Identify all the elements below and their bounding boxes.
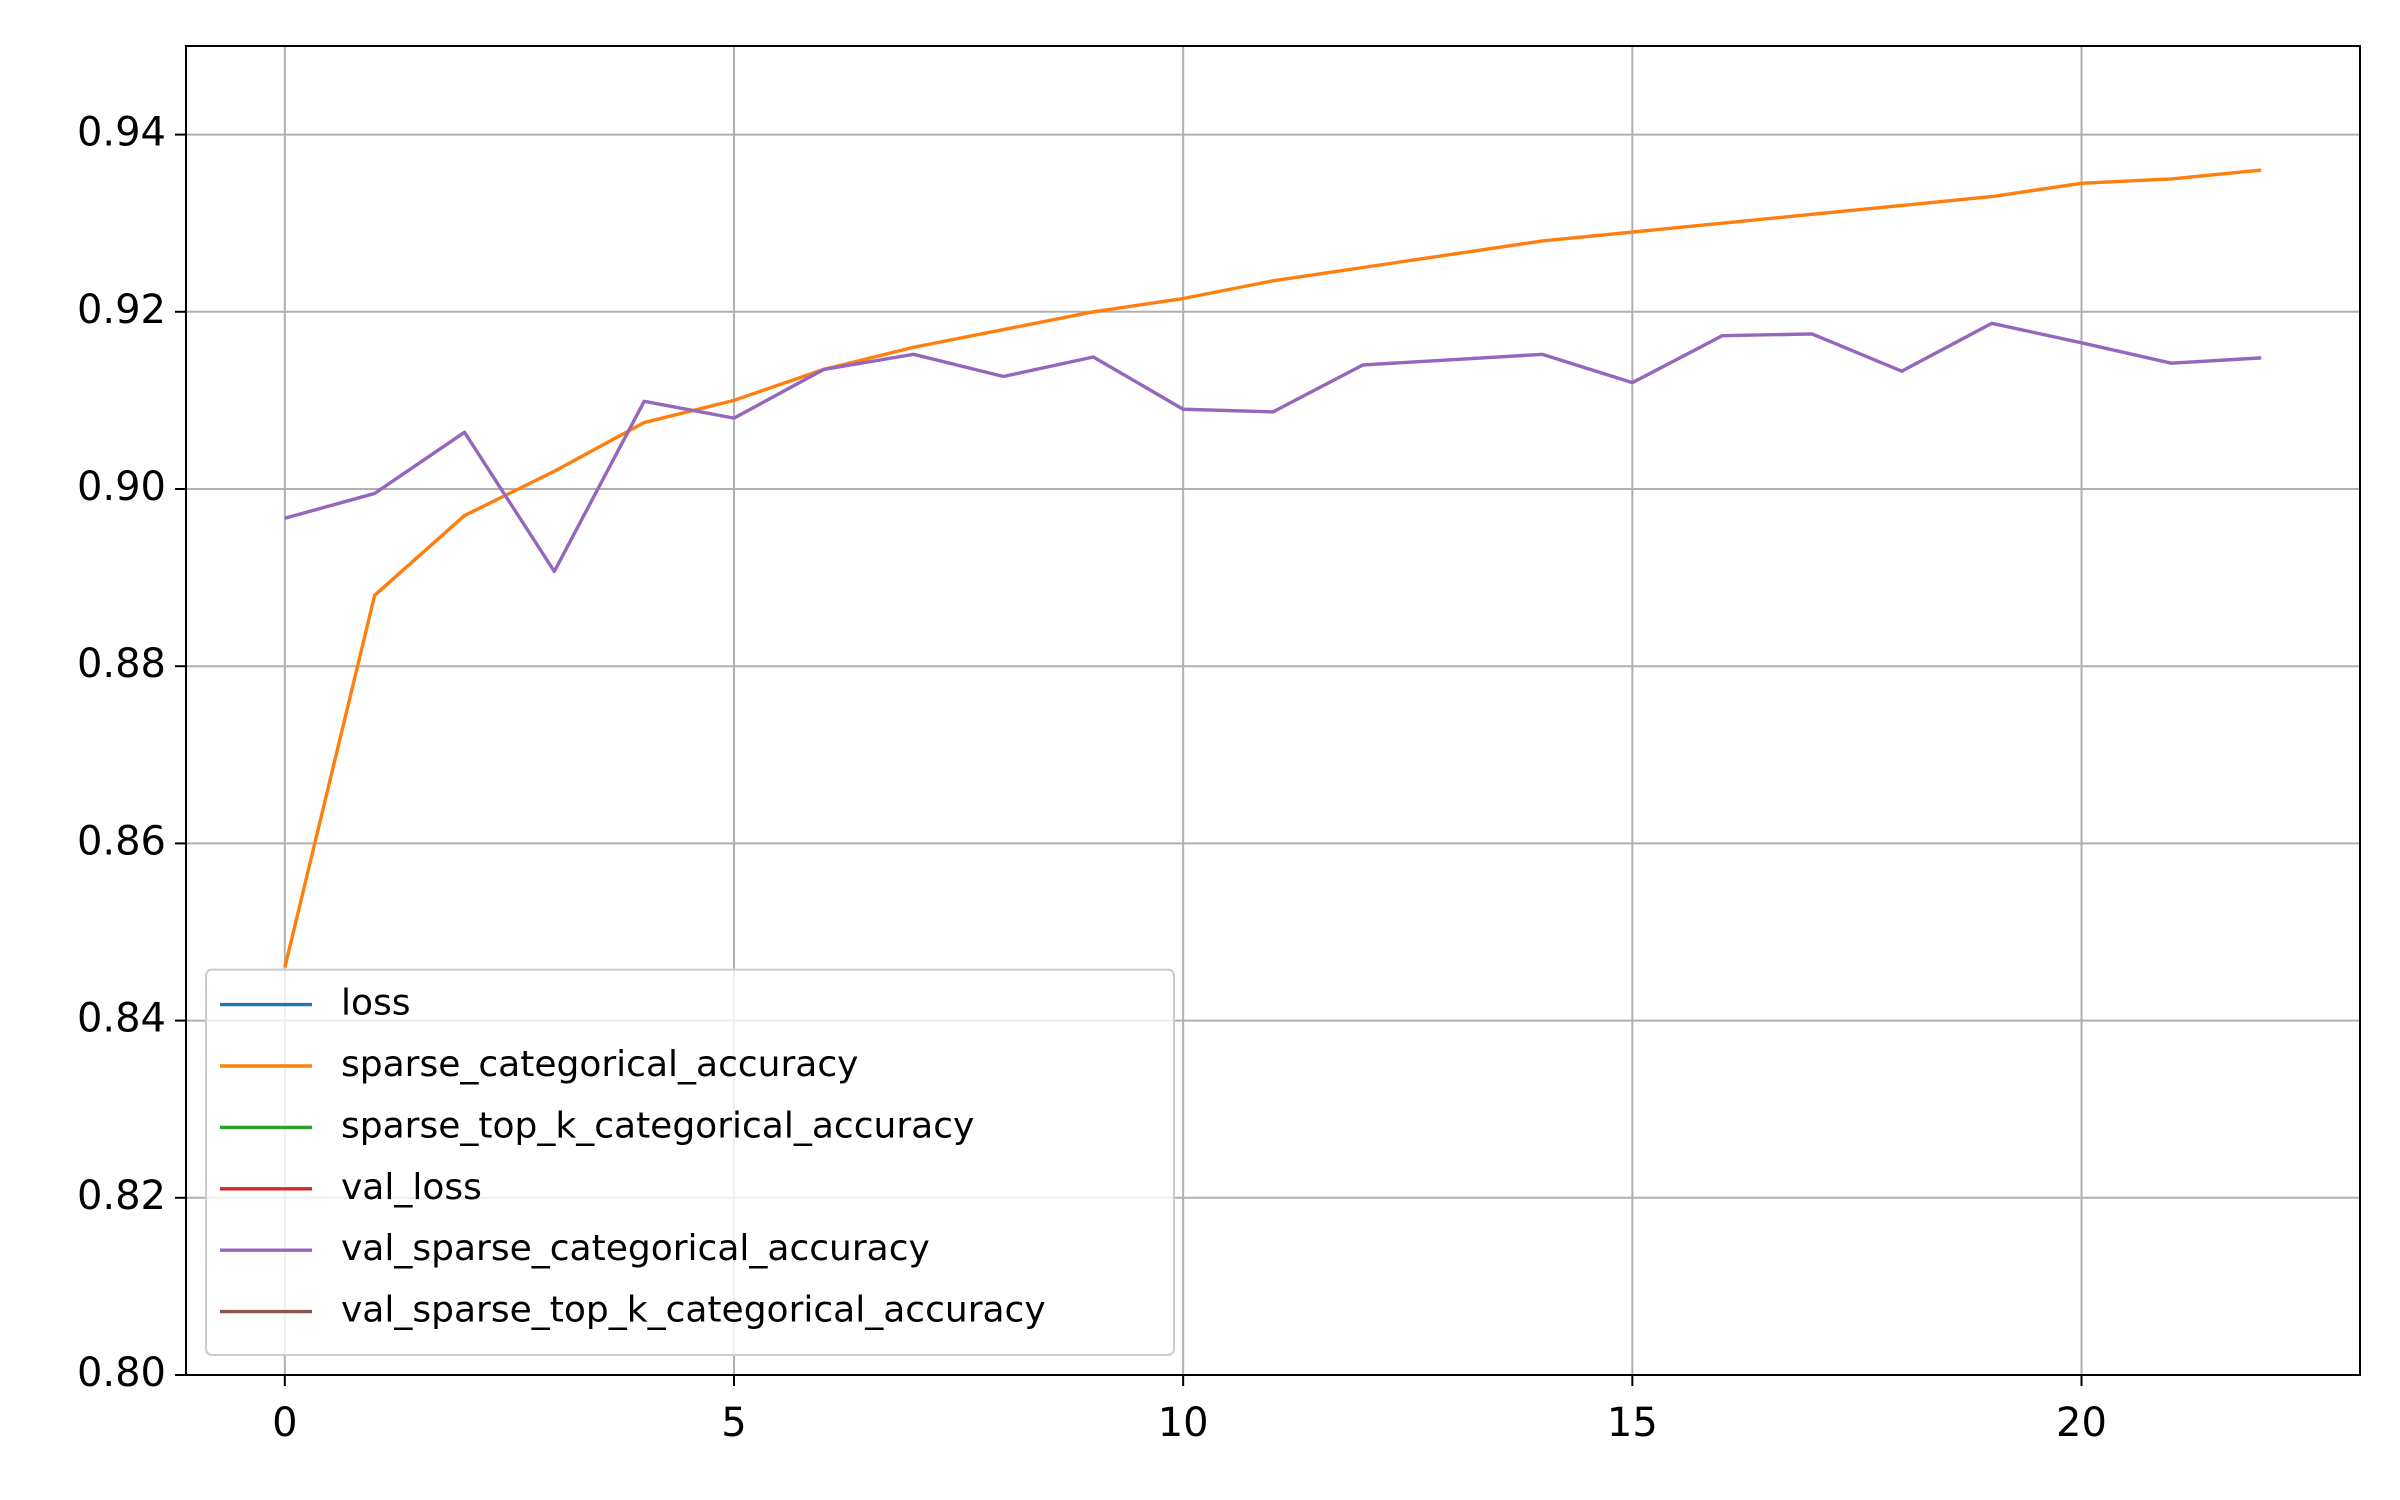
x-tick-label: 20 xyxy=(2056,1400,2107,1446)
y-tick-label: 0.88 xyxy=(77,641,166,687)
y-tick-label: 0.80 xyxy=(77,1350,166,1396)
y-tick-label: 0.82 xyxy=(77,1173,166,1219)
x-tick-label: 15 xyxy=(1607,1400,1658,1446)
y-tick-label: 0.92 xyxy=(77,287,166,333)
x-tick-label: 10 xyxy=(1158,1400,1209,1446)
legend-label: val_sparse_top_k_categorical_accuracy xyxy=(341,1290,1046,1331)
x-tick-label: 5 xyxy=(721,1400,746,1446)
y-tick-label: 0.86 xyxy=(77,818,166,864)
plot-lines xyxy=(283,168,2262,968)
y-tick-label: 0.84 xyxy=(77,996,166,1042)
x-tick-label: 0 xyxy=(272,1400,297,1446)
y-tick-label: 0.94 xyxy=(77,110,166,156)
series-line xyxy=(283,168,2262,968)
plot-frame xyxy=(185,45,2361,1376)
legend-label: sparse_top_k_categorical_accuracy xyxy=(341,1105,974,1146)
legend-box xyxy=(205,968,1175,1356)
legend-label: sparse_categorical_accuracy xyxy=(341,1044,858,1085)
y-tick-label: 0.90 xyxy=(77,464,166,510)
legend-label: val_loss xyxy=(341,1167,482,1208)
series-line xyxy=(284,321,2262,574)
legend-label: val_sparse_categorical_accuracy xyxy=(341,1228,930,1269)
legend-label: loss xyxy=(341,983,411,1024)
